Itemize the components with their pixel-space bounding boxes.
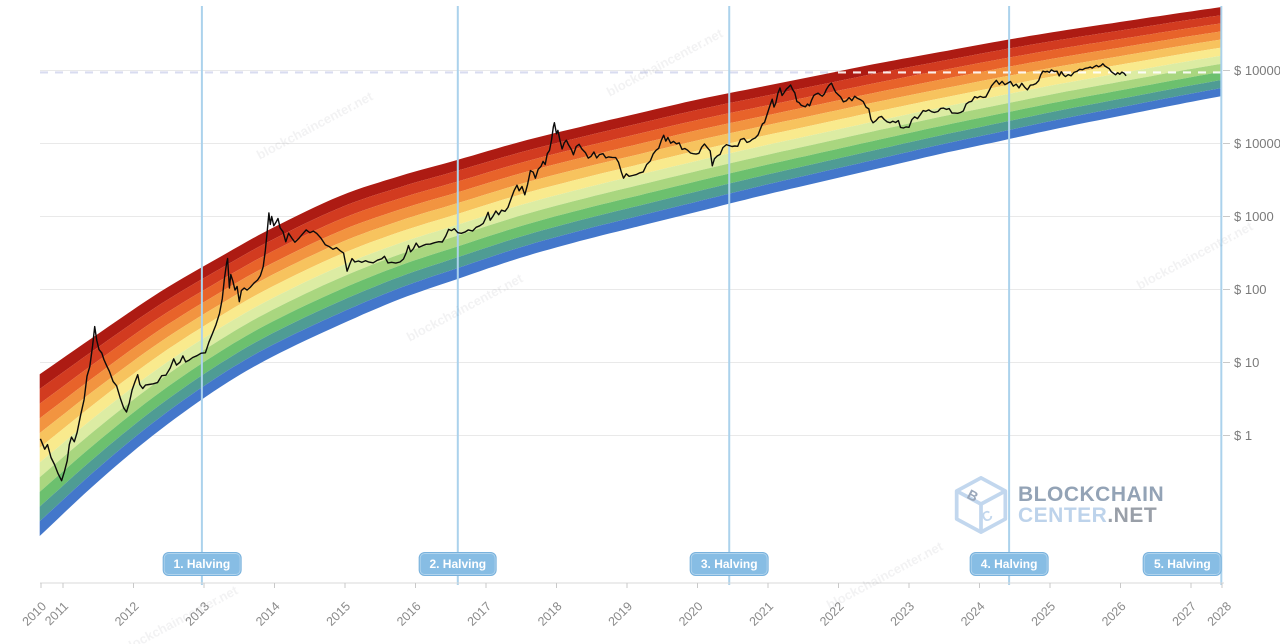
- y-tick-label: $ 100000: [1234, 63, 1280, 78]
- y-tick-label: $ 10000: [1234, 136, 1280, 151]
- halving-badge-4: 4. Halving: [969, 552, 1049, 576]
- halving-badge-5: 5. Halving: [1142, 552, 1222, 576]
- logo-text-blockchain: BLOCKCHAIN: [1018, 482, 1165, 506]
- x-tick-label: 2024: [958, 599, 988, 629]
- halving-badge-2: 2. Halving: [418, 552, 498, 576]
- x-tick-label: 2022: [817, 599, 847, 629]
- y-tick-label: $ 10: [1234, 355, 1259, 370]
- x-tick-label: 2015: [324, 599, 354, 629]
- x-tick-label: 2013: [183, 599, 213, 629]
- halving-lines: [200, 6, 1223, 585]
- y-tick-label: $ 100: [1234, 282, 1267, 297]
- cube-logo-icon: B C: [954, 476, 1008, 534]
- x-tick-label: 2025: [1029, 599, 1059, 629]
- x-tick-label: 2014: [253, 599, 283, 629]
- x-tick-label: 2018: [535, 599, 565, 629]
- x-tick-label: 2027: [1170, 599, 1200, 629]
- x-tick-label: 2011: [42, 599, 71, 628]
- halving-badge-3: 3. Halving: [689, 552, 769, 576]
- y-tick-label: $ 1000: [1234, 209, 1274, 224]
- btc-price-line: [39, 63, 1127, 482]
- y-axis-labels: $ 1 $ 10 $ 100 $ 1000 $ 10000 $ 100000: [1223, 63, 1280, 443]
- logo-text-net: .NET: [1107, 504, 1158, 527]
- x-tick-label: 2017: [465, 599, 495, 629]
- x-tick-label: 2019: [606, 599, 636, 629]
- x-tick-label: 2028: [1205, 599, 1235, 629]
- x-tick-label: 2023: [888, 599, 918, 629]
- logo-text-center: CENTER: [1018, 504, 1108, 527]
- x-tick-label: 2021: [747, 599, 777, 629]
- y-tick-label: $ 1: [1234, 428, 1252, 443]
- blockchaincenter-logo[interactable]: B C BLOCKCHAIN CENTER.NET: [952, 476, 1164, 534]
- x-tick-label: 2010: [20, 599, 50, 629]
- x-tick-label: 2026: [1099, 599, 1129, 629]
- x-tick-label: 2020: [676, 599, 706, 629]
- x-tick-label: 2016: [394, 599, 424, 629]
- x-tick-label: 2012: [112, 599, 142, 629]
- rainbow-bands: [39, 7, 1223, 537]
- halving-badge-1: 1. Halving: [162, 552, 242, 576]
